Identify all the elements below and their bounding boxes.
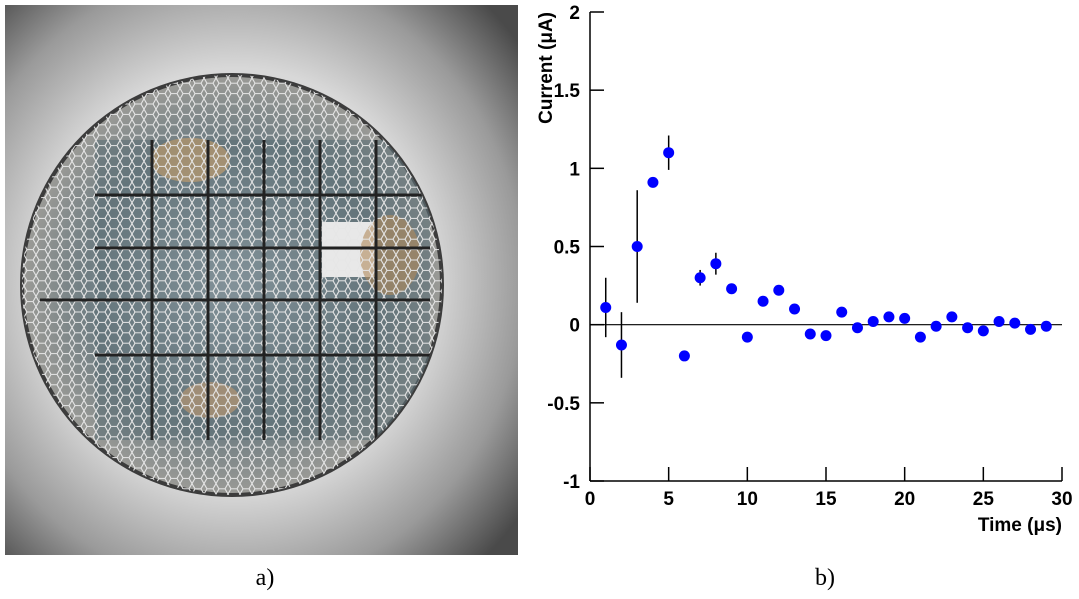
data-point	[757, 295, 769, 307]
data-point	[1040, 320, 1052, 332]
y-tick-label: 0	[569, 316, 580, 337]
data-point	[600, 301, 612, 313]
data-point	[867, 316, 879, 328]
data-point	[820, 330, 832, 342]
y-tick-label: 2	[569, 3, 580, 24]
x-tick-label: 5	[663, 489, 674, 510]
data-point	[1025, 323, 1037, 335]
data-point	[773, 284, 785, 296]
y-tick-label: -0.5	[547, 394, 580, 415]
data-point	[663, 147, 675, 159]
data-point	[804, 328, 816, 340]
data-point	[1009, 317, 1021, 329]
data-point	[977, 325, 989, 337]
data-point	[726, 283, 738, 295]
data-point	[710, 258, 722, 270]
data-point	[914, 331, 926, 343]
data-point	[946, 311, 958, 323]
x-tick-label: 0	[585, 489, 596, 510]
x-tick-label: 25	[973, 489, 995, 510]
data-point	[647, 176, 659, 188]
data-point	[741, 331, 753, 343]
y-tick-label: -1	[563, 472, 580, 493]
y-tick-label: 0.5	[554, 238, 581, 259]
data-point	[899, 312, 911, 324]
x-axis-label: Time (μs)	[978, 515, 1062, 536]
plot: -1-0.500.511.520 5 10 15 20 25 30	[547, 3, 1072, 510]
x-tick-label: 10	[737, 489, 758, 510]
data-point	[962, 322, 974, 334]
data-point	[694, 272, 706, 284]
y-axis-label: Current (μA)	[536, 12, 557, 124]
y-tick-label: 1	[569, 159, 580, 180]
x-tick-label: 20	[894, 489, 915, 510]
data-point	[993, 316, 1005, 328]
x-tick-label: 15	[815, 489, 837, 510]
x-tick-label: 30	[1051, 489, 1072, 510]
panel-label: a)	[256, 565, 275, 591]
data-point	[631, 241, 643, 252]
data-point	[836, 306, 848, 318]
photo	[5, 5, 518, 555]
data-point	[789, 303, 801, 315]
y-tick-label: 1.5	[554, 81, 581, 102]
data-point	[930, 320, 942, 332]
panel-label: b)	[815, 565, 835, 591]
data-point	[883, 311, 895, 323]
data-point	[615, 339, 627, 351]
data-point	[851, 322, 863, 334]
data-point	[678, 350, 690, 362]
